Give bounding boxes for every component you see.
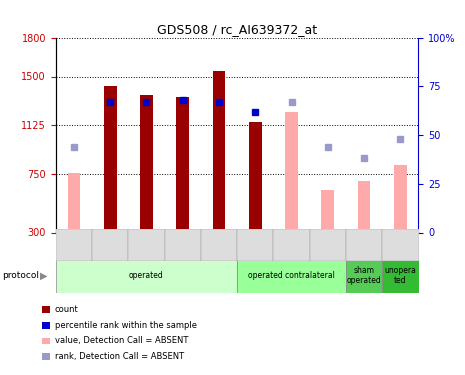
Text: protocol: protocol [2, 271, 40, 280]
Text: sham
operated: sham operated [347, 266, 381, 285]
Text: percentile rank within the sample: percentile rank within the sample [55, 321, 197, 330]
Text: operated contralateral: operated contralateral [248, 271, 335, 280]
Bar [56, 229, 92, 261]
Bar [285, 112, 298, 232]
Bar [56, 259, 237, 292]
Bar [394, 165, 407, 232]
Text: value, Detection Call = ABSENT: value, Detection Call = ABSENT [55, 336, 188, 345]
Bar [346, 259, 382, 292]
Bar [237, 229, 273, 261]
Bar [176, 97, 189, 232]
Bar [67, 173, 80, 232]
Text: rank, Detection Call = ABSENT: rank, Detection Call = ABSENT [55, 352, 184, 361]
Bar [273, 229, 310, 261]
Bar [310, 229, 346, 261]
Bar [140, 95, 153, 232]
Bar [382, 229, 418, 261]
Bar [237, 259, 346, 292]
Bar [382, 259, 418, 292]
Bar [358, 180, 371, 232]
Bar [165, 229, 201, 261]
Text: unopera
ted: unopera ted [385, 266, 416, 285]
Text: ▶: ▶ [40, 271, 47, 280]
Bar [321, 190, 334, 232]
Bar [104, 86, 117, 232]
Bar [213, 71, 226, 232]
Title: GDS508 / rc_AI639372_at: GDS508 / rc_AI639372_at [157, 23, 317, 36]
Bar [92, 229, 128, 261]
Text: count: count [55, 305, 79, 314]
Text: operated: operated [129, 271, 164, 280]
Bar [128, 229, 165, 261]
Bar [201, 229, 237, 261]
Bar [346, 229, 382, 261]
Bar [249, 122, 262, 232]
